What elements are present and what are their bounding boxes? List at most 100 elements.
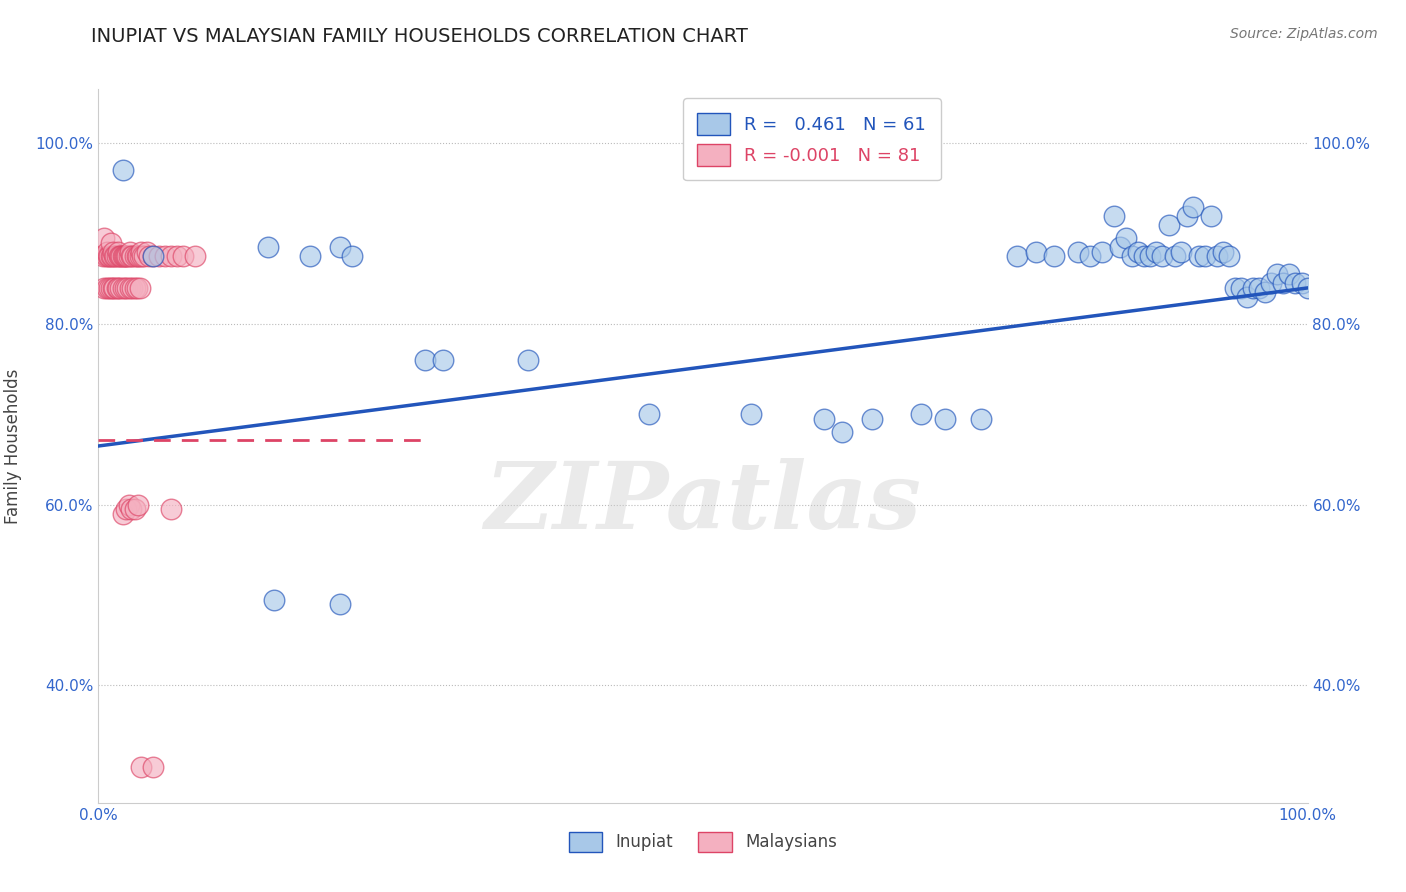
Point <box>93 281 115 295</box>
Point <box>1146 244 1168 259</box>
Point <box>184 249 207 263</box>
Point <box>142 249 165 263</box>
Point <box>111 281 134 295</box>
Point <box>813 412 835 426</box>
Text: ZIPatlas: ZIPatlas <box>485 458 921 548</box>
Point <box>516 353 538 368</box>
Point <box>121 281 143 295</box>
Point <box>121 249 143 263</box>
Point <box>129 759 152 773</box>
Point <box>860 412 883 426</box>
Point <box>138 249 160 263</box>
Point <box>135 244 157 259</box>
Point <box>100 249 122 263</box>
Point <box>1206 249 1229 263</box>
Point <box>114 249 136 263</box>
Point <box>1078 249 1101 263</box>
Y-axis label: Family Households: Family Households <box>4 368 21 524</box>
Point <box>342 249 364 263</box>
Point <box>1241 281 1264 295</box>
Point <box>1212 244 1234 259</box>
Point <box>100 249 122 263</box>
Point <box>1272 277 1295 291</box>
Point <box>934 412 956 426</box>
Point <box>117 249 139 263</box>
Point <box>1024 244 1046 259</box>
Point <box>1236 290 1258 304</box>
Point <box>166 249 188 263</box>
Point <box>114 281 136 295</box>
Point <box>94 249 117 263</box>
Point <box>1007 249 1029 263</box>
Point <box>1067 244 1090 259</box>
Point <box>115 502 138 516</box>
Point <box>124 281 146 295</box>
Point <box>108 249 131 263</box>
Point <box>1170 244 1192 259</box>
Point <box>1042 249 1064 263</box>
Point <box>1260 277 1282 291</box>
Point <box>110 249 132 263</box>
Point <box>117 281 139 295</box>
Point <box>118 281 141 295</box>
Point <box>100 281 122 295</box>
Point <box>1109 240 1132 254</box>
Point <box>105 249 128 263</box>
Point <box>1291 277 1313 291</box>
Point <box>103 249 125 263</box>
Point <box>256 240 278 254</box>
Point <box>97 249 120 263</box>
Point <box>93 231 115 245</box>
Point <box>1163 249 1185 263</box>
Point <box>105 281 128 295</box>
Point <box>96 244 118 259</box>
Point <box>1121 249 1143 263</box>
Point <box>1091 244 1114 259</box>
Point <box>1152 249 1174 263</box>
Point <box>111 507 134 521</box>
Legend: Inupiat, Malaysians: Inupiat, Malaysians <box>562 825 844 859</box>
Point <box>118 249 141 263</box>
Point <box>637 408 659 422</box>
Point <box>108 249 131 263</box>
Point <box>107 244 129 259</box>
Point <box>127 281 149 295</box>
Point <box>160 502 183 516</box>
Point <box>432 353 454 368</box>
Point <box>1254 285 1277 300</box>
Point <box>299 249 322 263</box>
Point <box>160 249 183 263</box>
Point <box>127 498 149 512</box>
Point <box>1139 249 1161 263</box>
Point <box>124 502 146 516</box>
Point <box>153 249 176 263</box>
Point <box>1218 249 1240 263</box>
Point <box>148 249 170 263</box>
Point <box>134 249 156 263</box>
Point <box>103 281 125 295</box>
Point <box>1249 281 1271 295</box>
Point <box>131 249 153 263</box>
Point <box>1267 268 1289 282</box>
Point <box>98 281 121 295</box>
Point <box>100 235 122 250</box>
Point <box>112 249 135 263</box>
Point <box>124 249 146 263</box>
Point <box>118 244 141 259</box>
Point <box>1223 281 1246 295</box>
Point <box>127 249 149 263</box>
Point <box>96 281 118 295</box>
Point <box>1194 249 1216 263</box>
Point <box>98 249 121 263</box>
Text: Source: ZipAtlas.com: Source: ZipAtlas.com <box>1230 27 1378 41</box>
Point <box>1133 249 1156 263</box>
Point <box>1188 249 1211 263</box>
Point <box>1181 200 1204 214</box>
Point <box>91 249 114 263</box>
Point <box>1284 277 1306 291</box>
Point <box>740 408 762 422</box>
Point <box>118 498 141 512</box>
Point <box>910 408 932 422</box>
Point <box>120 249 142 263</box>
Point <box>1296 281 1319 295</box>
